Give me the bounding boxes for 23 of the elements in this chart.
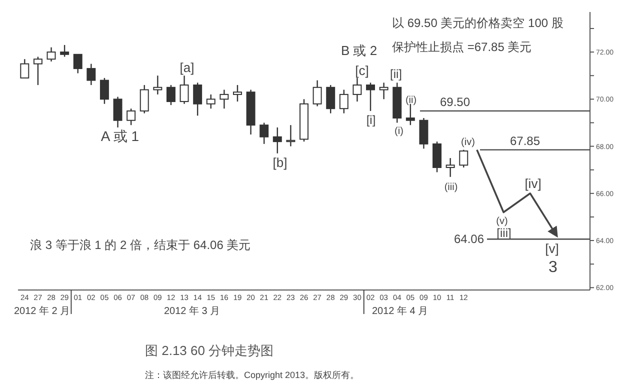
title: 图 2.13 60 分钟走势图 [145, 343, 274, 358]
annotation: (i) [394, 126, 404, 137]
annotation: 保护性止损点 =67.85 美元 [392, 40, 532, 54]
annotation: [a] [180, 60, 194, 75]
annotation: (iii) [444, 182, 458, 193]
annotation: 2012 年 3 月 [164, 306, 220, 317]
annotation: [b] [272, 155, 288, 170]
annotation: 浪 3 等于浪 1 的 2 倍，结束于 64.06 美元 [30, 238, 251, 252]
annotation: [i] [366, 113, 376, 127]
annotation: [c] [355, 63, 369, 78]
annotation: 注：该图经允许后转载。Copyright 2013。版权所有。 [145, 370, 360, 380]
annotation: 3 [548, 259, 558, 276]
annotation: B 或 2 [340, 43, 378, 58]
annotation: A 或 1 [100, 128, 140, 144]
annotation: [ii] [390, 67, 402, 81]
annotation: [iv] [524, 176, 542, 191]
annotation: 2012 年 2 月 [14, 306, 70, 317]
annotation: (ii) [405, 95, 417, 106]
annotation: [v] [545, 241, 559, 256]
annotation: (v) [496, 216, 508, 227]
annotation: 2012 年 4 月 [372, 306, 428, 317]
annotation: (iv) [461, 137, 475, 148]
annotation: 以 69.50 美元的价格卖空 100 股 [392, 16, 564, 30]
